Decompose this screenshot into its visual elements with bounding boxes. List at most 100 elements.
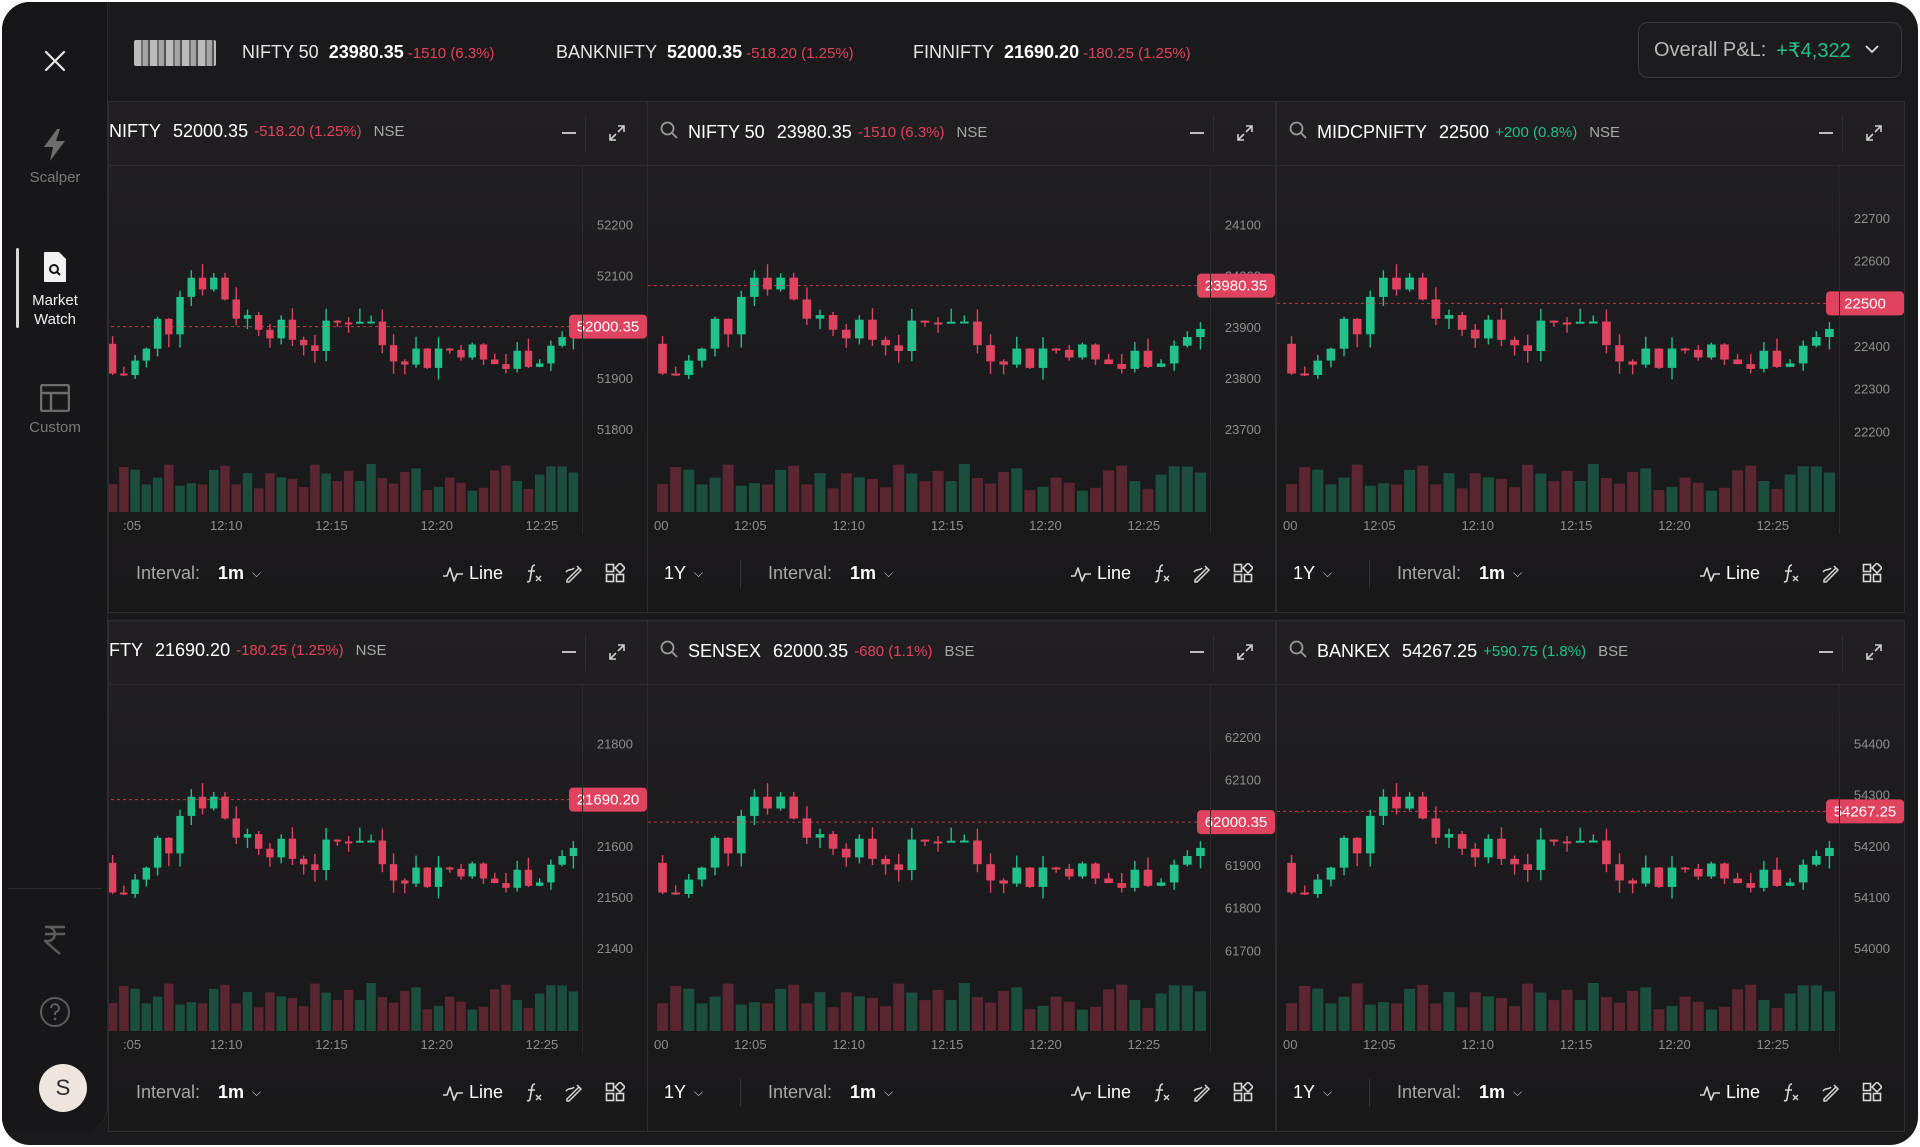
line-chart-button[interactable]: Line [442,1082,503,1103]
panel-title[interactable]: MIDCPNIFTY 22500 +200 (0.8%) NSE [1289,121,1620,144]
volume-bar [709,996,721,1031]
candlestick-chart[interactable]: 54400 54300 54200 54100 54000 54267.25 00 12:05… [1277,685,1905,1053]
line-chart-button[interactable]: Line [1699,1082,1760,1103]
expand-icon[interactable] [604,120,630,146]
close-icon[interactable] [42,48,68,74]
candlestick-chart[interactable]: 62200 62100 61900 61800 61700 62000.35 00 12:05… [648,685,1276,1053]
volume-bar [696,1003,708,1031]
line-chart-button[interactable]: Line [1699,563,1760,584]
search-icon[interactable] [660,640,678,663]
candle [1392,796,1401,809]
indicators-icon[interactable] [1152,563,1172,583]
layout-grid-icon[interactable] [1233,563,1253,583]
candlestick-chart[interactable]: 522005210052000519005180052000.35:0512:1… [109,166,648,534]
volume-bar [1469,992,1481,1031]
candle [723,837,733,854]
range-dropdown[interactable]: 1Y ⌵ [1293,1082,1332,1103]
panel-title[interactable]: FTY 21690.20 -180.25 (1.25%) NSE [109,640,387,661]
search-icon[interactable] [1289,640,1307,663]
volume-bar [1666,1005,1678,1031]
expand-icon[interactable] [1232,120,1258,146]
volume-bar [377,478,388,512]
search-icon[interactable] [1289,121,1307,144]
x-tick-label: 12:20 [1029,518,1062,533]
volume-bar [1325,1003,1337,1031]
interval-dropdown[interactable]: Interval: 1m ⌵ [768,1082,893,1103]
minimize-icon[interactable] [1184,639,1210,665]
indicators-icon[interactable] [1781,563,1801,583]
volume-bar [945,481,957,512]
candle [894,345,904,352]
volume-bar [1522,983,1534,1031]
sidebar-item-custom[interactable]: Custom [2,384,108,436]
layout-grid-icon[interactable] [1233,1082,1253,1102]
indicators-icon[interactable] [524,1082,544,1102]
ticker-value: 52000.35 [667,42,743,62]
panel-title[interactable]: NIFTY 52000.35 -518.20 (1.25%) NSE [109,121,405,142]
line-chart-icon [1070,1085,1092,1101]
y-tick-label: 52200 [597,217,633,232]
interval-dropdown[interactable]: Interval: 1m ⌵ [1397,1082,1522,1103]
layout-grid-icon[interactable] [605,563,625,583]
search-icon[interactable] [660,121,678,144]
candlestick-chart[interactable]: 241002400023900238002370023980.350012:05… [648,166,1276,534]
layout-grid-icon[interactable] [1862,563,1882,583]
range-dropdown[interactable]: 1Y ⌵ [1293,563,1332,584]
interval-dropdown[interactable]: Interval: 1m ⌵ [768,563,893,584]
drawing-tools-icon[interactable] [1821,1082,1841,1102]
candle [457,349,465,358]
minimize-icon[interactable] [1184,120,1210,146]
volume-bar [242,473,253,512]
drawing-tools-icon[interactable] [564,563,584,583]
avatar[interactable]: S [39,1064,87,1112]
ticker-item[interactable]: BANKNIFTY 52000.35 -518.20 (1.25%) [556,42,854,63]
drawing-tools-icon[interactable] [1192,563,1212,583]
range-dropdown[interactable]: 1Y ⌵ [664,1082,703,1103]
candle [1549,320,1559,323]
indicators-icon[interactable] [1781,1082,1801,1102]
minimize-icon[interactable] [1813,639,1839,665]
minimize-icon[interactable] [556,639,582,665]
ticker-item[interactable]: NIFTY 50 23980.35 -1510 (6.3%) [242,42,495,63]
candle [789,796,799,819]
candle [1405,796,1414,809]
candle [1470,848,1480,858]
interval-dropdown[interactable]: Interval: 1m ⌵ [1397,563,1522,584]
candlestick-chart[interactable]: 218002170021600215002140021690.20:0512:1… [109,685,648,1053]
help-icon[interactable] [2,996,108,1035]
expand-icon[interactable] [1861,120,1887,146]
minimize-icon[interactable] [1813,120,1839,146]
candle [723,318,733,335]
candlestick-chart[interactable]: 227002260022500224002230022200225000012:… [1277,166,1905,534]
minimize-icon[interactable] [556,120,582,146]
rupee-icon[interactable] [2,924,108,963]
range-dropdown[interactable]: 1Y ⌵ [664,563,703,584]
panel-title[interactable]: SENSEX 62000.35 -680 (1.1%) BSE [660,640,975,663]
drawing-tools-icon[interactable] [1192,1082,1212,1102]
line-chart-button[interactable]: Line [442,563,503,584]
sidebar-item-scalper[interactable]: Scalper [2,128,108,186]
layout-grid-icon[interactable] [1862,1082,1882,1102]
drawing-tools-icon[interactable] [1821,563,1841,583]
expand-icon[interactable] [1861,639,1887,665]
indicators-icon[interactable] [524,563,544,583]
drawing-tools-icon[interactable] [564,1082,584,1102]
layout-grid-icon[interactable] [605,1082,625,1102]
indicators-icon[interactable] [1152,1082,1172,1102]
interval-label: Interval: [768,563,833,583]
volume-bar [1600,478,1612,512]
interval-dropdown[interactable]: Interval: 1m ⌵ [136,563,261,584]
expand-icon[interactable] [1232,639,1258,665]
expand-icon[interactable] [604,639,630,665]
candle [1012,348,1022,365]
volume-bar [748,1002,760,1031]
panel-title[interactable]: BANKEX 54267.25 +590.75 (1.8%) BSE [1289,640,1628,663]
overall-pnl-dropdown[interactable]: Overall P&L: +₹4,322 [1638,22,1902,78]
ticker-item[interactable]: FINNIFTY 21690.20 -180.25 (1.25%) [913,42,1191,63]
sidebar-item-market-watch[interactable]: Market Watch [2,250,108,329]
line-chart-button[interactable]: Line [1070,1082,1131,1103]
interval-dropdown[interactable]: Interval: 1m ⌵ [136,1082,261,1103]
line-chart-button[interactable]: Line [1070,563,1131,584]
panel-title[interactable]: NIFTY 50 23980.35 -1510 (6.3%) NSE [660,121,987,144]
